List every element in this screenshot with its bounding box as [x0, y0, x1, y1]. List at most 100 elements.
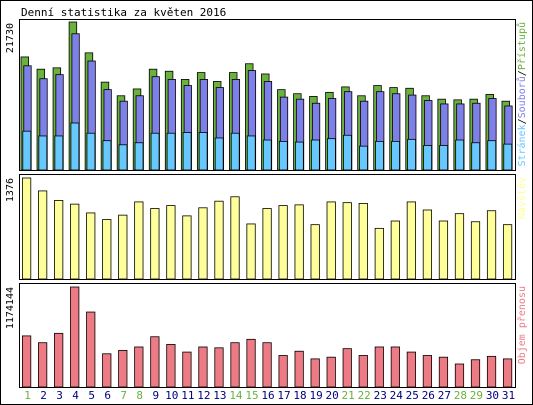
bar-pages-day-19: [310, 139, 320, 171]
panel-frame: [19, 174, 516, 280]
legend-entry: Stránek: [516, 124, 528, 166]
bar-kbytes-day-14: [230, 342, 240, 388]
bar-visits-day-3: [54, 200, 64, 280]
bar-visits-day-7: [118, 214, 128, 280]
bar-pages-day-14: [230, 132, 240, 171]
bar-visits-day-18: [294, 204, 304, 280]
bar-visits-day-20: [326, 201, 336, 280]
bar-visits-day-28: [454, 213, 465, 280]
day-axis-labels: 1 2 3 4 5 6 7 8 9 10 11 12 13 14 15 16 17 18 19 20 21 22 23 24 2…: [24, 389, 515, 402]
panel-legend: Objem přenosu: [516, 286, 528, 364]
x-tick-label-day-31: 31: [502, 389, 515, 402]
bar-kbytes-day-21: [342, 348, 352, 388]
y-max-label: 1174144: [5, 287, 16, 329]
bar-kbytes-day-27: [438, 356, 449, 388]
bar-pages-day-16: [262, 139, 272, 171]
panel-visits: 1376 Návštěv: [5, 174, 528, 280]
bar-kbytes-day-5: [86, 311, 96, 388]
bar-pages-day-10: [166, 132, 176, 171]
bar-pages-day-24: [391, 140, 400, 171]
x-tick-label-day-14: 14: [229, 389, 243, 402]
bar-pages-day-22: [359, 145, 368, 171]
bar-pages-day-26: [423, 145, 433, 171]
bar-pages-day-4: [70, 122, 80, 171]
panel-kbytes: 1174144 Objem přenosu: [5, 283, 528, 388]
legend-entry: Návštěv: [516, 177, 528, 219]
x-tick-label-day-21: 21: [342, 389, 355, 402]
x-tick-label-day-1: 1: [24, 389, 31, 402]
x-tick-label-day-24: 24: [390, 389, 404, 402]
x-tick-label-day-29: 29: [470, 389, 483, 402]
bar-visits-day-15: [246, 223, 256, 280]
bar-visits-day-30: [486, 210, 497, 280]
bar-pages-day-25: [407, 138, 416, 171]
bar-kbytes-day-26: [422, 355, 433, 388]
bar-visits-day-5: [86, 212, 96, 280]
bar-visits-day-8: [134, 201, 144, 280]
bar-visits-day-22: [358, 202, 368, 280]
x-tick-label-day-19: 19: [309, 389, 322, 402]
x-tick-label-day-12: 12: [197, 389, 210, 402]
bar-kbytes-day-3: [54, 332, 64, 388]
x-tick-label-day-27: 27: [438, 389, 451, 402]
bar-pages-day-5: [86, 132, 96, 171]
legend-entry: Přístupů: [516, 22, 528, 70]
panel-frame: [19, 283, 516, 388]
bar-kbytes-day-24: [390, 346, 400, 388]
bar-pages-day-2: [38, 135, 48, 171]
x-tick-label-day-28: 28: [454, 389, 467, 402]
bar-kbytes-day-22: [358, 355, 368, 388]
bar-visits-day-24: [390, 220, 400, 280]
bar-pages-day-13: [214, 137, 224, 171]
bar-pages-day-29: [471, 142, 481, 171]
bar-visits-day-11: [182, 215, 192, 280]
bar-kbytes-day-19: [310, 358, 320, 388]
bar-pages-day-9: [150, 132, 160, 171]
x-tick-label-day-15: 15: [245, 389, 258, 402]
bar-kbytes-day-23: [374, 346, 384, 388]
bar-visits-day-6: [102, 219, 112, 280]
bar-pages-day-31: [503, 143, 513, 171]
bar-pages-day-1: [22, 130, 32, 171]
bar-visits-day-14: [230, 196, 240, 280]
bar-kbytes-day-28: [454, 363, 465, 388]
bar-kbytes-day-30: [486, 355, 497, 388]
x-tick-label-day-11: 11: [181, 389, 194, 402]
bar-pages-day-20: [327, 138, 336, 171]
bar-visits-day-12: [198, 207, 208, 280]
x-tick-label-day-9: 9: [152, 389, 159, 402]
bar-pages-day-15: [246, 135, 256, 171]
bar-visits-day-31: [502, 224, 513, 280]
bar-visits-day-21: [342, 202, 352, 280]
x-tick-label-day-26: 26: [422, 389, 435, 402]
x-tick-label-day-30: 30: [486, 389, 499, 402]
bar-visits-day-17: [278, 205, 288, 280]
bar-visits-day-26: [422, 209, 433, 280]
bar-visits-day-1: [21, 177, 32, 280]
bar-kbytes-day-11: [182, 351, 192, 388]
bar-visits-day-29: [470, 221, 481, 280]
bar-kbytes-day-17: [278, 355, 288, 388]
bar-kbytes-day-1: [21, 335, 32, 388]
bar-visits-day-4: [70, 203, 80, 280]
panel-legend: Stránek/Souborů/Přístupů: [516, 22, 528, 167]
x-tick-label-day-4: 4: [72, 389, 79, 402]
bar-kbytes-day-12: [198, 346, 208, 388]
bar-kbytes-day-18: [294, 350, 304, 388]
bar-kbytes-day-6: [102, 353, 112, 388]
legend-entry: Objem přenosu: [516, 286, 528, 364]
chart-title: Denní statistika za květen 2016: [21, 6, 226, 19]
bar-pages-day-23: [375, 140, 384, 171]
bar-pages-day-7: [118, 144, 128, 171]
legend-separator: /: [517, 118, 528, 124]
bar-kbytes-day-29: [470, 359, 481, 388]
x-tick-label-day-5: 5: [88, 389, 95, 402]
bar-kbytes-day-8: [134, 346, 144, 388]
bar-visits-day-2: [38, 190, 48, 280]
bar-visits-day-23: [374, 227, 384, 280]
bar-kbytes-day-10: [166, 344, 176, 388]
legend-separator: /: [517, 70, 528, 76]
bar-kbytes-day-20: [326, 356, 336, 388]
